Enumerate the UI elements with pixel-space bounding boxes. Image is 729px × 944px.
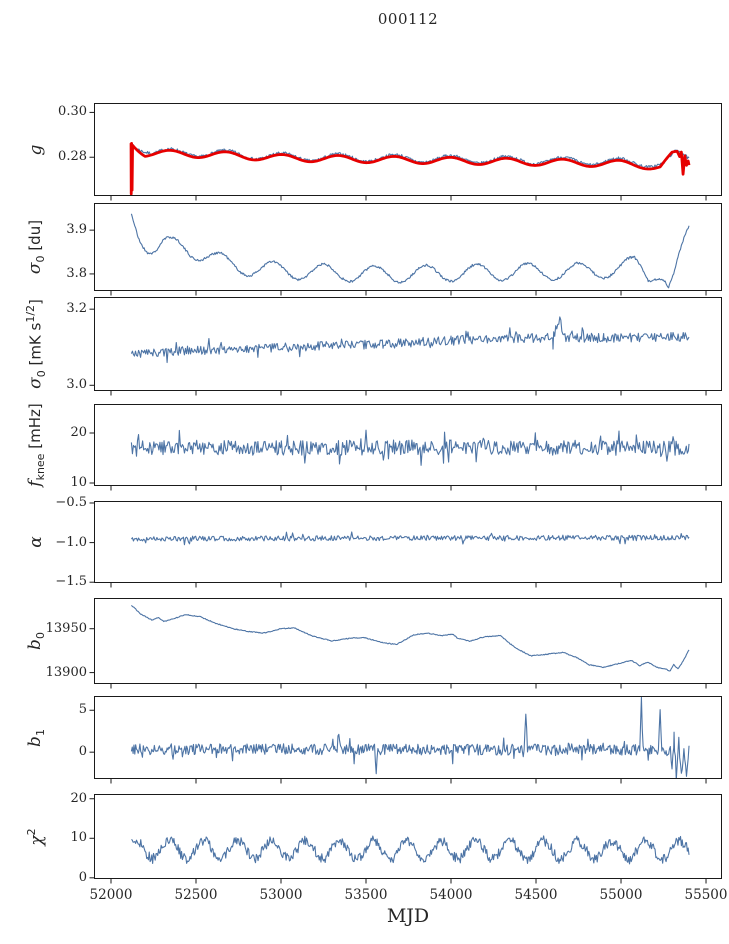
panel-g [94, 103, 722, 196]
x-tick-label: 53500 [344, 886, 388, 903]
figure-title: 000112 [377, 10, 439, 28]
y-axis-label-chi2: χ2 [25, 828, 47, 845]
x-tick-label: 52000 [89, 886, 133, 903]
series-gain-raw-line [131, 143, 690, 169]
x-tick-label: 55500 [684, 886, 728, 903]
y-axis-label-part: 0 [34, 632, 48, 640]
y-axis-label-part: b [24, 735, 45, 747]
y-axis-label-part: [mHz] [25, 403, 44, 454]
panel-b0 [94, 598, 722, 684]
y-axis-label-g: g [26, 144, 46, 155]
y-tick-label-b1: 5 [78, 702, 87, 718]
y-tick-label-alpha: −1.0 [55, 534, 87, 550]
x-axis-label: MJD [386, 905, 430, 927]
y-axis-label-b0: b0 [25, 632, 47, 650]
x-tick-label: 54000 [429, 886, 473, 903]
panel-b0-plot [130, 604, 690, 672]
y-axis-label-part: 0 [35, 370, 49, 378]
y-tick-label-b1: 0 [78, 744, 87, 760]
panel-sigma0-du [94, 203, 722, 291]
y-tick-label-chi2: 10 [70, 830, 87, 846]
series-alpha-line [130, 531, 690, 546]
y-axis-label-alpha: α [26, 536, 46, 547]
panel-g-plot [129, 141, 691, 195]
panel-chi2-plot [131, 835, 690, 865]
y-tick-label-alpha: −1.5 [55, 574, 87, 590]
x-tick-label: 52500 [174, 886, 218, 903]
y-axis-label-part: g [26, 144, 46, 155]
panel-alpha-plot [130, 531, 690, 546]
y-axis-label-part: f [24, 480, 45, 487]
y-tick-label-fknee: 20 [70, 425, 87, 440]
panel-sigma0-mK-plot [130, 316, 690, 364]
y-axis-label-fknee: fknee [mHz] [25, 403, 47, 486]
y-tick-label-sigma0-mK: 3.0 [66, 377, 87, 393]
y-axis-label-part: σ [24, 262, 45, 275]
series-fknee-line [130, 429, 690, 466]
panel-fknee-plot [130, 429, 690, 466]
y-tick-label-alpha: −0.5 [55, 494, 87, 510]
y-axis-label-part: knee [34, 453, 48, 481]
series-gain-smoothed-line [129, 141, 691, 195]
y-axis-label-part: σ [25, 377, 46, 389]
y-axis-label-sigma0-mK: σ0 [mK s1/2] [24, 299, 48, 389]
series-b0-line [130, 604, 690, 672]
y-axis-label-part: 0 [34, 255, 48, 263]
y-tick-label-chi2: 20 [70, 790, 87, 806]
y-tick-label-b0: 13950 [45, 620, 87, 636]
x-tick-label: 55000 [599, 886, 643, 903]
x-tick-label: 53000 [259, 886, 303, 903]
panel-chi2 [94, 794, 722, 879]
y-tick-label-chi2: 0 [78, 869, 87, 885]
panel-fknee [94, 404, 722, 486]
y-axis-label-part: χ [26, 834, 47, 846]
panel-b1-plot [130, 697, 690, 778]
y-axis-label-b1: b1 [25, 729, 47, 747]
series-chi2-line [131, 835, 690, 865]
y-tick-label-b0: 13900 [45, 664, 87, 680]
y-axis-label-part: [mK s [26, 322, 45, 371]
series-sigma0-du-line [130, 213, 690, 289]
panel-alpha [94, 501, 722, 583]
series-sigma0-mK-line [130, 316, 690, 364]
y-tick-label-fknee: 10 [70, 475, 87, 490]
panel-sigma0-du-plot [130, 213, 690, 289]
y-axis-label-part: 1 [34, 728, 48, 736]
y-tick-label-sigma0-mK: 3.2 [66, 301, 87, 317]
y-axis-label-part: [du] [25, 219, 44, 256]
y-axis-label-part: α [26, 536, 46, 548]
y-tick-label-g: 0.28 [58, 149, 87, 165]
series-b1-line [130, 697, 690, 778]
y-axis-label-part: b [24, 639, 45, 650]
y-axis-label-sigma0-du: σ0 [du] [25, 220, 47, 274]
y-tick-label-g: 0.30 [58, 104, 87, 120]
panel-b1 [94, 696, 722, 779]
panel-sigma0-mK [94, 297, 722, 391]
y-axis-label-part: 1/2 [23, 304, 37, 323]
y-axis-label-part: 2 [25, 827, 39, 835]
x-tick-label: 54500 [514, 886, 558, 903]
y-axis-label-part: ] [26, 299, 45, 305]
y-tick-label-sigma0-du: 3.8 [66, 265, 87, 281]
y-tick-label-sigma0-du: 3.9 [66, 222, 87, 238]
